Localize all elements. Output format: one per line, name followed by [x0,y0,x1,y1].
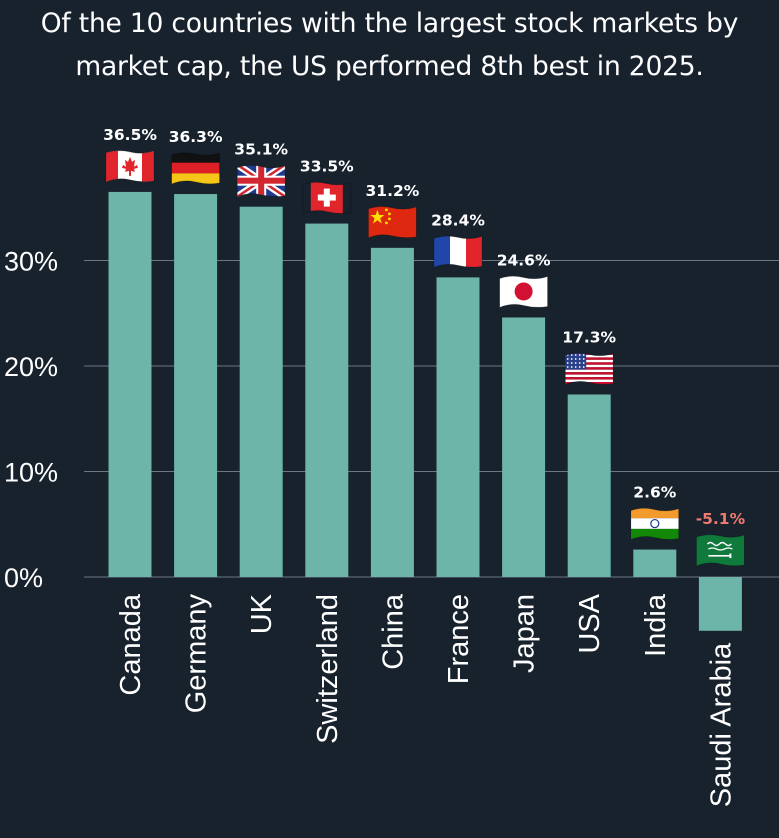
y-tick-label: 10% [4,458,58,488]
saudi-arabia-flag-icon [696,534,745,567]
title-line-2: market cap, the US performed 8th best in… [75,51,704,82]
labels: 0% 10% 20% 30% 36.5% Canada 36.3% Germany 35.1% U… [4,126,746,807]
bars [108,191,742,631]
china-flag-icon [367,206,417,239]
germany-flag-icon [171,152,221,185]
bar-india [633,549,677,577]
bar-canada [108,191,152,578]
bar-saudi-arabia [698,577,742,631]
category-label: Canada [115,593,147,695]
bar-uk [239,206,283,577]
value-label: 36.5% [103,126,157,144]
bar-france [436,277,480,577]
bar-usa [567,394,611,577]
category-label: Germany [181,594,213,714]
bar-japan [502,317,546,577]
bar-germany [174,194,218,577]
chart-title: Of the 10 countries with the largest sto… [0,2,779,88]
value-label: 35.1% [234,141,288,159]
flags [105,150,745,567]
category-label: UK [246,593,278,634]
category-label: Saudi Arabia [705,642,737,807]
japan-flag-icon [499,275,549,309]
bar-china [370,247,414,577]
value-label: 36.3% [169,128,223,146]
title-line-1: Of the 10 countries with the largest sto… [40,8,739,39]
category-label: Japan [509,594,541,673]
y-tick-label: 0% [4,563,43,593]
value-label: 31.2% [366,182,420,200]
value-label: -5.1% [696,510,746,528]
y-tick-label: 30% [4,247,58,277]
uk-flag-icon [236,165,286,198]
category-label: India [640,593,672,657]
switzerland-flag-icon [302,181,352,215]
france-flag-icon [433,235,483,268]
category-label: USA [574,593,606,653]
value-label: 17.3% [562,328,616,346]
value-label: 24.6% [497,251,551,269]
category-label: Switzerland [312,594,344,744]
canada-flag-icon [105,150,155,183]
bar-switzerland [305,223,349,577]
value-label: 33.5% [300,158,354,176]
y-tick-label: 20% [4,352,58,382]
category-label: France [443,594,475,684]
value-label: 2.6% [633,484,676,502]
india-flag-icon [630,507,680,541]
value-label: 28.4% [431,211,485,229]
category-label: China [377,593,409,670]
usa-flag-icon [564,352,614,386]
